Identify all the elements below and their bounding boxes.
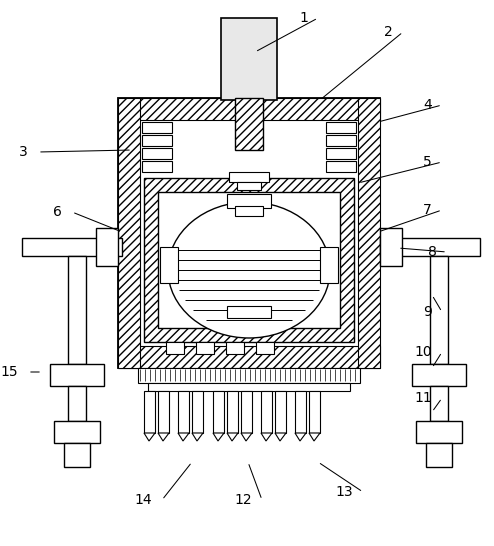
Bar [295, 391, 306, 433]
Bar [237, 182, 261, 190]
Bar [358, 98, 380, 368]
Bar [54, 421, 100, 443]
Polygon shape [227, 433, 238, 441]
Text: 9: 9 [423, 305, 432, 319]
Polygon shape [144, 433, 155, 441]
Bar [196, 342, 214, 354]
Bar [241, 391, 252, 433]
Bar [22, 238, 122, 256]
Bar [118, 98, 380, 368]
Bar [118, 98, 140, 368]
Bar [178, 391, 189, 433]
Bar [118, 346, 380, 368]
Text: 1: 1 [299, 11, 308, 25]
Bar [320, 247, 338, 283]
Bar [142, 135, 172, 146]
Text: 4: 4 [423, 98, 432, 112]
Polygon shape [158, 433, 169, 441]
Bar [158, 391, 169, 433]
Bar [68, 256, 86, 364]
Text: 14: 14 [134, 493, 152, 507]
Bar [326, 161, 356, 172]
Bar [192, 391, 203, 433]
Bar [309, 391, 320, 433]
Text: 2: 2 [384, 25, 393, 39]
Text: 11: 11 [414, 391, 432, 405]
Polygon shape [241, 433, 252, 441]
Text: 6: 6 [53, 205, 62, 219]
Bar [326, 135, 356, 146]
Bar [144, 178, 354, 342]
Bar [50, 364, 104, 386]
Text: 5: 5 [423, 155, 432, 169]
Bar [235, 98, 263, 150]
Bar [235, 206, 263, 216]
Bar [221, 18, 277, 100]
Text: 7: 7 [423, 203, 432, 217]
Bar [160, 247, 178, 283]
Bar [96, 228, 118, 266]
Bar [64, 443, 90, 467]
Bar [227, 194, 271, 208]
Bar [142, 122, 172, 133]
Polygon shape [295, 433, 306, 441]
Bar [142, 161, 172, 172]
Bar [213, 391, 224, 433]
Bar [261, 391, 272, 433]
Polygon shape [309, 433, 320, 441]
Text: 13: 13 [335, 485, 353, 499]
Bar [430, 386, 448, 421]
Bar [227, 306, 271, 318]
Bar [326, 148, 356, 159]
Bar [416, 421, 462, 443]
Bar [275, 391, 286, 433]
Bar [226, 342, 244, 354]
Bar [326, 122, 356, 133]
Polygon shape [178, 433, 189, 441]
Bar [380, 238, 480, 256]
Text: 15: 15 [0, 365, 18, 379]
Bar [426, 443, 452, 467]
Text: 8: 8 [428, 245, 437, 259]
Bar [158, 192, 340, 328]
Text: 12: 12 [234, 493, 252, 507]
Ellipse shape [168, 202, 330, 338]
Text: 3: 3 [19, 145, 28, 159]
Bar [256, 342, 274, 354]
Polygon shape [261, 433, 272, 441]
Bar [142, 148, 172, 159]
Polygon shape [275, 433, 286, 441]
Bar [166, 342, 184, 354]
Bar [412, 364, 466, 386]
Bar [227, 391, 238, 433]
Bar [380, 228, 402, 266]
Bar [118, 98, 380, 120]
Bar [229, 172, 269, 182]
Polygon shape [192, 433, 203, 441]
Bar [144, 391, 155, 433]
Bar [148, 383, 350, 391]
Polygon shape [213, 433, 224, 441]
Bar [138, 368, 360, 383]
Bar [430, 256, 448, 364]
Text: 10: 10 [414, 345, 432, 359]
Bar [68, 386, 86, 421]
